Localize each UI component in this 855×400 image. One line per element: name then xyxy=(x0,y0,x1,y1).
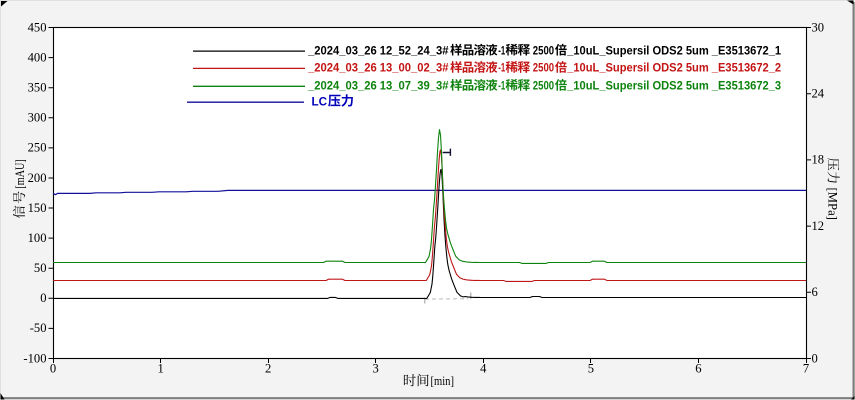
svg-text:2: 2 xyxy=(265,362,271,376)
svg-text:-1: -1 xyxy=(498,61,505,75)
svg-text:50: 50 xyxy=(34,261,47,275)
svg-text:100: 100 xyxy=(28,231,47,245)
svg-text:150: 150 xyxy=(28,201,47,215)
svg-text:300: 300 xyxy=(28,111,47,125)
svg-text:-1: -1 xyxy=(498,43,505,57)
svg-text:_2024_03_26 13_07_39_3#: _2024_03_26 13_07_39_3# xyxy=(307,79,449,93)
svg-text:6: 6 xyxy=(812,285,818,299)
svg-text:5: 5 xyxy=(588,362,594,376)
svg-text:-1: -1 xyxy=(498,79,505,93)
svg-text:[min]: [min] xyxy=(431,374,455,388)
svg-text:400: 400 xyxy=(28,50,47,64)
svg-text:7: 7 xyxy=(803,362,809,376)
svg-text:24: 24 xyxy=(812,87,825,101)
svg-text:[MPa]: [MPa] xyxy=(826,188,840,221)
svg-text:2500: 2500 xyxy=(533,79,554,93)
svg-text:250: 250 xyxy=(28,141,47,155)
svg-text:200: 200 xyxy=(28,171,47,185)
svg-text:LC: LC xyxy=(312,94,328,108)
svg-text:0: 0 xyxy=(40,291,46,305)
svg-text:[mAU]: [mAU] xyxy=(13,159,27,189)
svg-text:-50: -50 xyxy=(30,321,47,335)
svg-text:4: 4 xyxy=(480,362,487,376)
svg-text:12: 12 xyxy=(812,219,825,233)
svg-text:18: 18 xyxy=(812,153,825,167)
svg-text:_10uL_Supersil ODS2 5um _E3513: _10uL_Supersil ODS2 5um _E3513672_1 xyxy=(566,43,781,57)
svg-text:2500: 2500 xyxy=(533,61,554,75)
svg-text:0: 0 xyxy=(812,351,818,365)
svg-text:-100: -100 xyxy=(23,351,46,365)
svg-text:_2024_03_26 13_00_02_3#: _2024_03_26 13_00_02_3# xyxy=(307,61,449,75)
svg-text:3: 3 xyxy=(373,362,379,376)
svg-text:1: 1 xyxy=(157,362,163,376)
svg-text:350: 350 xyxy=(28,81,47,95)
svg-text:_10uL_Supersil ODS2 5um _E3513: _10uL_Supersil ODS2 5um _E3513672_2 xyxy=(566,61,781,75)
svg-text:6: 6 xyxy=(695,362,701,376)
svg-text:_2024_03_26 12_52_24_3#: _2024_03_26 12_52_24_3# xyxy=(307,43,449,57)
svg-text:0: 0 xyxy=(50,362,56,376)
svg-text:30: 30 xyxy=(812,20,825,34)
svg-text:450: 450 xyxy=(28,20,47,34)
svg-text:2500: 2500 xyxy=(533,43,554,57)
svg-text:_10uL_Supersil ODS2 5um _E3513: _10uL_Supersil ODS2 5um _E3513672_3 xyxy=(566,79,781,93)
